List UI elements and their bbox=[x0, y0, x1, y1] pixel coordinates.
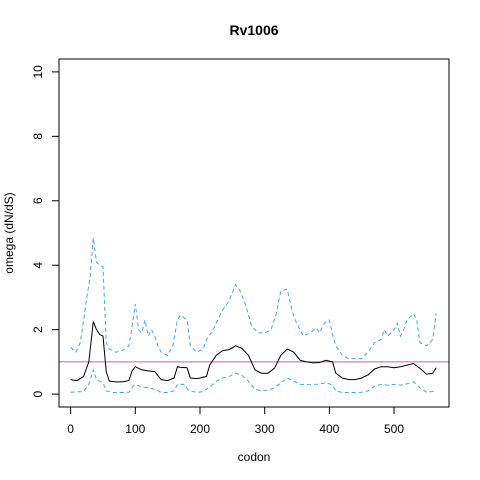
y-tick-label: 10 bbox=[31, 65, 45, 79]
y-tick-label: 8 bbox=[31, 133, 45, 140]
y-axis-label: omega (dN/dS) bbox=[2, 192, 16, 273]
x-tick-label: 500 bbox=[384, 422, 404, 436]
y-tick-label: 4 bbox=[31, 262, 45, 269]
y-axis: 0 2 4 6 8 10 bbox=[31, 65, 60, 397]
chart-title: Rv1006 bbox=[229, 22, 278, 38]
plot-region bbox=[59, 237, 449, 394]
x-tick-label: 100 bbox=[125, 422, 145, 436]
y-tick-label: 0 bbox=[31, 390, 45, 397]
x-axis-label: codon bbox=[238, 450, 271, 464]
lower-bound-line bbox=[70, 368, 437, 394]
y-tick-label: 6 bbox=[31, 197, 45, 204]
omega-estimate-line bbox=[70, 321, 437, 383]
x-tick-label: 300 bbox=[255, 422, 275, 436]
x-tick-label: 400 bbox=[319, 422, 339, 436]
plot-frame bbox=[58, 58, 450, 408]
x-tick-label: 0 bbox=[67, 422, 74, 436]
upper-bound-line bbox=[70, 237, 437, 360]
x-axis: 0 100 200 300 400 500 bbox=[67, 406, 404, 436]
y-tick-label: 2 bbox=[31, 326, 45, 333]
x-tick-label: 200 bbox=[190, 422, 210, 436]
